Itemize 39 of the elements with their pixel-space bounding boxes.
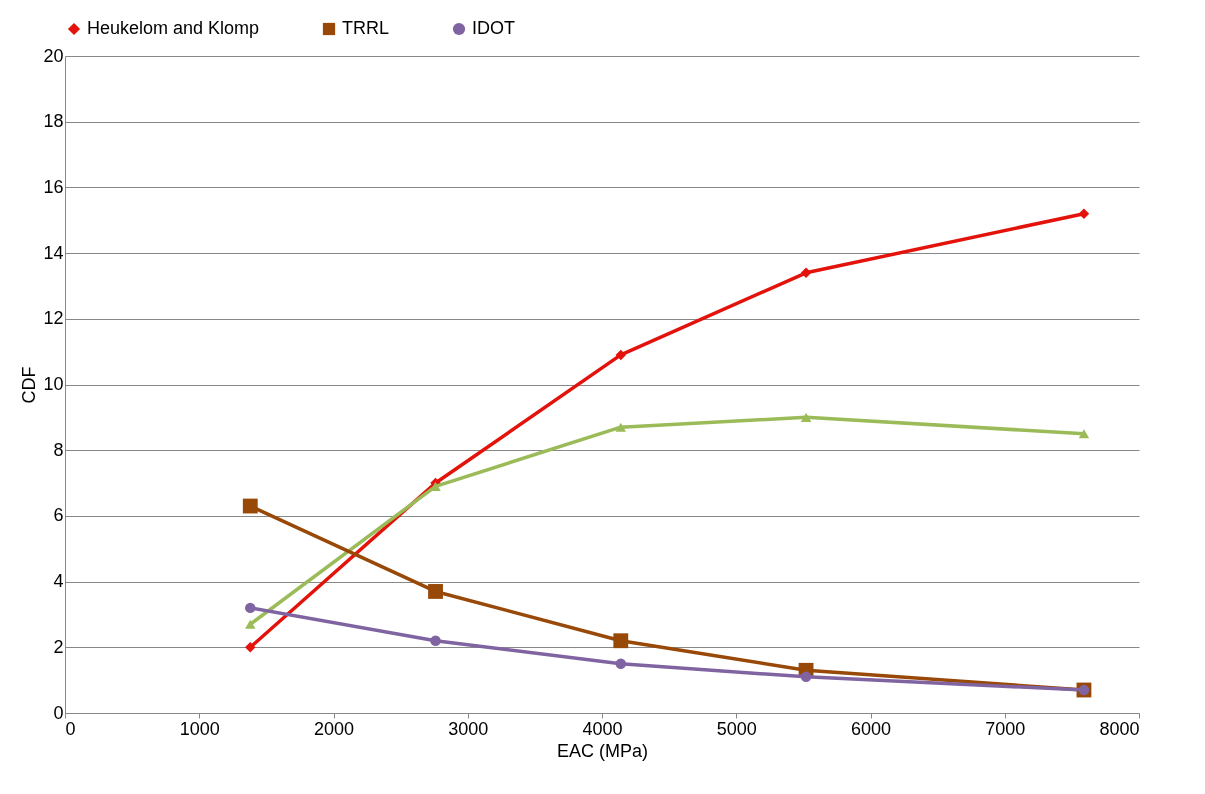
y-tick-label: 10: [43, 374, 64, 394]
x-tick-label: 4000: [582, 718, 623, 739]
y-axis-title: CDF: [19, 366, 40, 404]
point: [1078, 208, 1090, 219]
x-tick-label: 2000: [313, 718, 355, 739]
y-tick-label: 8: [53, 439, 64, 460]
y-tick-label: 6: [53, 505, 64, 526]
y-tick-label: 4: [53, 571, 64, 592]
point: [428, 584, 443, 599]
x-tick-label: 3000: [448, 718, 489, 739]
point: [800, 267, 812, 279]
legend-label: TRRL: [342, 18, 390, 38]
point: [613, 633, 629, 649]
point: [245, 619, 256, 629]
point: [615, 658, 627, 669]
y-tick-label: 20: [43, 45, 64, 66]
y-tick-label: 14: [43, 242, 64, 263]
x-tick-label: 1000: [179, 718, 220, 739]
y-tick-label: 12: [43, 308, 64, 329]
x-axis-title: EAC (MPa): [556, 740, 649, 761]
y-tick-label: 18: [43, 111, 64, 132]
point: [800, 671, 812, 683]
x-tick-label: 7000: [985, 718, 1026, 739]
point: [615, 349, 627, 361]
y-tick-label: 16: [43, 176, 64, 197]
x-tick-label: 8000: [1099, 718, 1140, 739]
x-tick-label: 6000: [850, 718, 892, 739]
point: [1078, 429, 1090, 439]
y-tick-label: 2: [53, 636, 64, 657]
legend-label: IDOT: [472, 18, 515, 38]
point: [430, 635, 441, 646]
legend-label: Heukelom and Klomp: [87, 18, 260, 38]
x-tick-label: 5000: [716, 718, 757, 739]
point: [245, 602, 256, 614]
point: [800, 412, 812, 422]
y-tick-label: 0: [53, 702, 64, 723]
point: [615, 422, 627, 432]
point: [245, 642, 256, 653]
point: [242, 498, 258, 514]
